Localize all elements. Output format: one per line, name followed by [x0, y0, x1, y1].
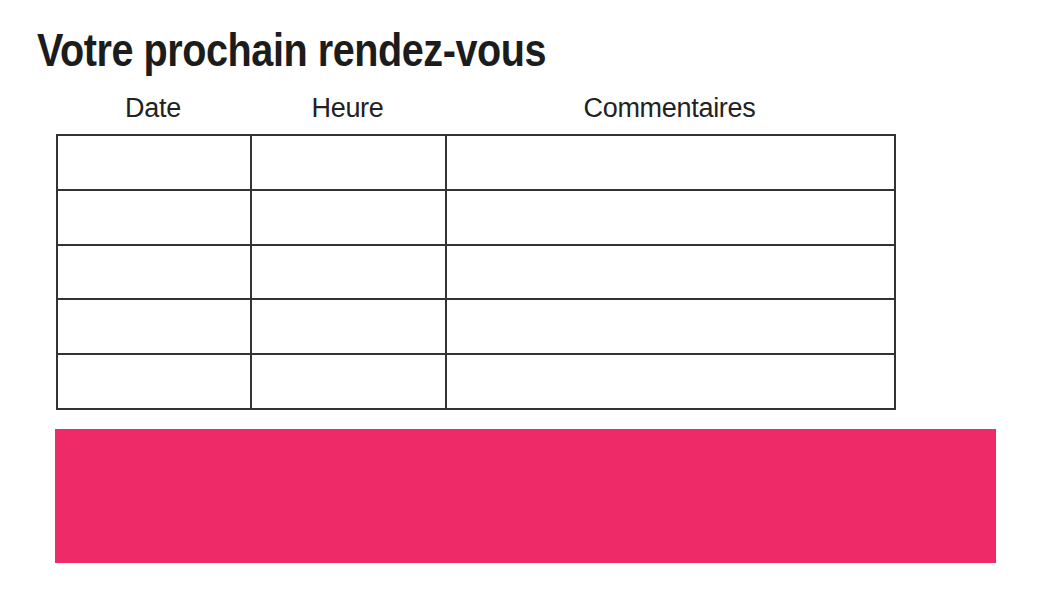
- table-row: [57, 354, 895, 409]
- table-cell: [57, 245, 251, 300]
- table-row: [57, 190, 895, 245]
- column-header-commentaires: Commentaires: [445, 93, 894, 123]
- table-cell: [446, 354, 895, 409]
- table-cell: [57, 135, 251, 190]
- column-header-heure: Heure: [250, 93, 445, 123]
- table-cell: [57, 299, 251, 354]
- table-cell: [251, 190, 446, 245]
- table-column-headers: Date Heure Commentaires: [56, 93, 894, 123]
- page-title: Votre prochain rendez-vous: [37, 26, 546, 74]
- appointment-slide: Votre prochain rendez-vous Date Heure Co…: [0, 0, 1050, 600]
- table-cell: [251, 245, 446, 300]
- table-cell: [446, 299, 895, 354]
- table-cell: [251, 299, 446, 354]
- table-cell: [446, 190, 895, 245]
- table-cell: [446, 245, 895, 300]
- appointments-table-body: [57, 135, 895, 409]
- table-cell: [57, 190, 251, 245]
- table-cell: [251, 135, 446, 190]
- table-row: [57, 299, 895, 354]
- table-row: [57, 245, 895, 300]
- table-cell: [57, 354, 251, 409]
- appointments-table: [56, 134, 896, 410]
- column-header-date: Date: [56, 93, 250, 123]
- pink-banner: [55, 429, 996, 563]
- table-row: [57, 135, 895, 190]
- table-cell: [446, 135, 895, 190]
- table-cell: [251, 354, 446, 409]
